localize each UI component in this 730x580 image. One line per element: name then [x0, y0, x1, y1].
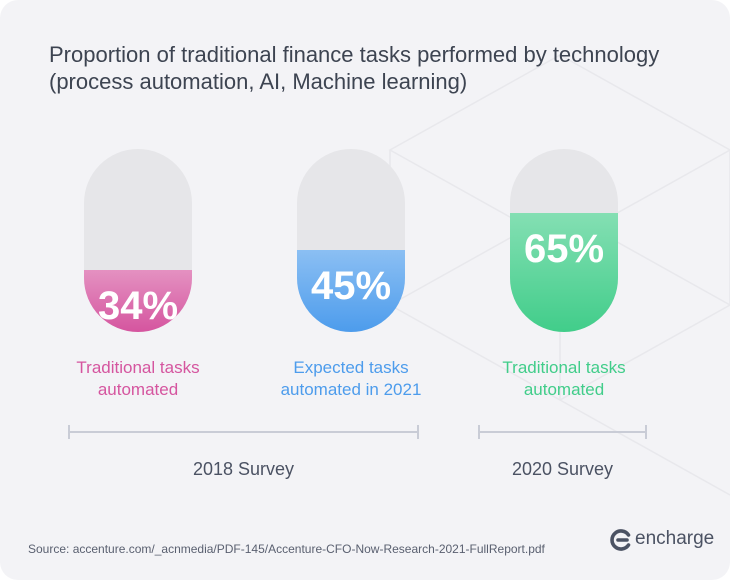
bar-category-label-line: Expected tasks	[293, 358, 409, 377]
bar-2: 45%	[297, 149, 405, 332]
survey-group-label-1: 2018 Survey	[192, 459, 295, 479]
survey-bracket-2	[478, 425, 647, 439]
bar-fill-1	[84, 270, 192, 332]
bar-category-label-line: automated in 2021	[280, 380, 422, 399]
survey-group-label-2: 2020 Survey	[511, 459, 614, 479]
chart-title: Proportion of traditional finance tasks …	[49, 42, 660, 94]
bar-category-label-line: Traditional tasks	[502, 358, 626, 377]
bar-category-label-2: Expected tasks automated in 2021	[251, 357, 451, 401]
bar-3: 65%	[510, 149, 618, 332]
survey-bracket-1	[68, 425, 419, 439]
bar-category-label-1: Traditional tasks automated	[38, 357, 238, 401]
bar-fill-3	[510, 213, 618, 332]
bar-value-label-1: 34%	[97, 284, 179, 328]
bar-category-label-line: automated	[523, 380, 605, 399]
bar-fill-2	[297, 250, 405, 332]
bar-category-label-line: Traditional tasks	[76, 358, 200, 377]
source-note: Source: accenture.com/_acnmedia/PDF-145/…	[28, 542, 545, 556]
encharge-logo-text: encharge	[635, 528, 715, 549]
bar-1: 34%	[84, 149, 192, 332]
bar-value-label-2: 45%	[310, 264, 392, 308]
bar-category-label-3: Traditional tasks automated	[464, 357, 664, 401]
encharge-logo: encharge	[609, 526, 719, 554]
bar-value-label-3: 65%	[523, 227, 605, 271]
encharge-logo-icon	[610, 529, 631, 551]
bar-category-label-line: automated	[97, 380, 179, 399]
